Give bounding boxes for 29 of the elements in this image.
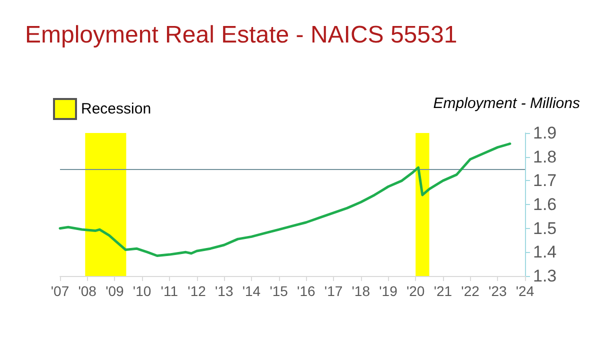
x-tick-label: '19 xyxy=(379,283,398,299)
x-tick-label: '20 xyxy=(406,283,425,299)
x-tick-label: '11 xyxy=(160,283,178,299)
x-tick-label: '24 xyxy=(516,283,534,299)
chart-title: Employment Real Estate - NAICS 55531 xyxy=(25,22,458,48)
line-series xyxy=(58,142,512,257)
y-tick-label: 1.3 xyxy=(533,266,557,286)
x-tick-label: '18 xyxy=(352,283,370,299)
x-tick-label: '12 xyxy=(188,283,206,299)
x-tick-label: '07 xyxy=(50,283,70,299)
x-tick-label: '15 xyxy=(270,283,288,299)
x-tick-label: '09 xyxy=(106,283,124,299)
x-tick-label: '21 xyxy=(434,283,452,299)
y-tick-label: 1.9 xyxy=(533,124,557,142)
x-tick-label: '10 xyxy=(132,283,152,299)
x-tick-label: '22 xyxy=(461,283,480,299)
y-tick-label: 1.6 xyxy=(533,195,557,214)
x-tick-label: '13 xyxy=(214,283,234,299)
legend-label: Recession xyxy=(81,100,152,118)
y-axis-title: Employment - Millions xyxy=(433,95,580,112)
x-tick-label: '14 xyxy=(242,283,261,299)
x-tick-label: '08 xyxy=(78,283,97,299)
x-tick-label: '17 xyxy=(324,283,343,299)
y-tick-label: 1.8 xyxy=(533,147,557,166)
x-tick-label: '23 xyxy=(488,283,507,299)
y-tick-label: 1.4 xyxy=(533,242,557,262)
x-tick-label: '16 xyxy=(297,283,316,299)
y-tick-label: 1.7 xyxy=(533,171,557,190)
y-tick-label: 1.5 xyxy=(533,218,557,238)
